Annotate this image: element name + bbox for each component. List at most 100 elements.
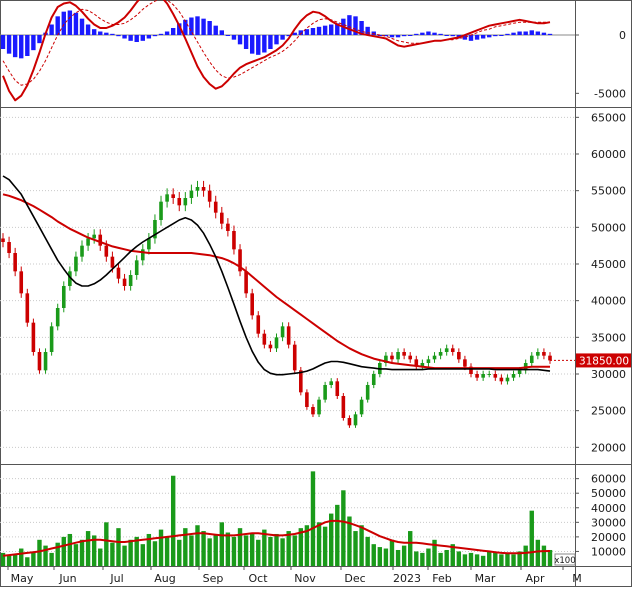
macd-histogram-bar [444, 35, 449, 36]
macd-histogram-bar [493, 35, 498, 37]
price-candle-body [414, 359, 419, 367]
x-tick-label: Aug [154, 572, 175, 585]
volume-bar [371, 544, 376, 566]
volume-bar [164, 536, 170, 566]
price-candle-body [262, 333, 267, 345]
volume-bar [237, 528, 243, 566]
volume-bar [268, 536, 273, 566]
x-tick-label: Jul [109, 572, 123, 585]
volume-bar [146, 533, 152, 566]
axis-labels: 0 -5000 65000 60000 55000 50000 45000 40000 3500… [7, 29, 626, 585]
volume-bar [219, 522, 224, 566]
volume-bar [450, 544, 455, 566]
volume-bar [91, 535, 97, 566]
macd-histogram-bar [274, 35, 279, 45]
price-candle-body [1, 238, 5, 242]
price-tick-label: 25000 [591, 405, 626, 418]
price-candle-body [487, 374, 492, 375]
volume-bar [262, 529, 267, 566]
macd-tick-label: 0 [619, 29, 626, 42]
volume-bar [298, 528, 304, 566]
macd-histogram-bar [98, 31, 103, 35]
price-candle-body [384, 355, 388, 363]
macd-histogram-bar [237, 35, 243, 45]
volume-bar [152, 541, 158, 566]
macd-histogram-bar [231, 35, 237, 40]
volume-bar [511, 554, 516, 566]
price-candle-body [481, 374, 485, 378]
macd-histogram-bar [268, 35, 273, 49]
price-candle-body [548, 355, 552, 361]
volume-bar [535, 539, 541, 566]
volume-bar [67, 533, 73, 566]
volume-bar [189, 535, 194, 566]
price-tick-label: 20000 [591, 441, 626, 454]
price-candle-body [153, 220, 157, 239]
volume-bar [280, 538, 285, 566]
volume-bar [98, 548, 103, 566]
last-price-label: 31850.00 [579, 355, 629, 367]
volume-bar [0, 552, 6, 566]
macd-histogram-bar [414, 33, 419, 35]
macd-histogram-bar [85, 24, 91, 35]
x-tick-label: Feb [432, 572, 451, 585]
price-candle-body [13, 253, 17, 272]
x-tick-label: Dec [344, 572, 365, 585]
volume-unit-label: x100 [554, 556, 575, 566]
volume-bar [408, 531, 413, 566]
volume-bar [335, 504, 340, 566]
price-candle-body [311, 407, 315, 415]
volume-bar [201, 531, 206, 566]
price-candle-body [74, 256, 78, 272]
volume-bar [158, 529, 164, 566]
volume-bar [523, 545, 528, 566]
price-candle-body [86, 238, 90, 246]
volume-bar [487, 551, 492, 566]
price-candle-body [536, 352, 540, 356]
price-candle-body [147, 238, 151, 250]
volume-bar [462, 554, 468, 566]
price-candle-body [220, 212, 224, 224]
price-candle-body [457, 352, 461, 360]
macd-histogram-bar [6, 35, 12, 54]
price-candle-body [19, 271, 24, 294]
volume-tick-label: 20000 [591, 531, 626, 544]
volume-bar [116, 528, 121, 566]
volume-bar [286, 531, 291, 566]
volume-bar [73, 544, 79, 566]
price-candle-body [43, 352, 48, 371]
price-candle-body [335, 381, 340, 396]
price-candle-body [402, 352, 406, 356]
price-candle-body [122, 278, 127, 286]
volume-bar [231, 536, 237, 566]
volume-bar [225, 532, 231, 566]
price-candle-body [511, 374, 516, 378]
price-candle-body [37, 352, 42, 371]
price-candle-body [347, 418, 352, 426]
macd-histogram-bar [110, 33, 115, 35]
volume-bar [274, 533, 279, 566]
macd-histogram-bar [462, 35, 468, 40]
macd-histogram-bar [329, 24, 334, 35]
price-candle-body [365, 385, 370, 400]
macd-histogram-bar [19, 35, 24, 59]
macd-panel [0, 0, 575, 102]
price-candle-body [159, 201, 163, 220]
price-candle-body [426, 359, 431, 363]
volume-bar [37, 539, 42, 566]
macd-histogram-bar [420, 32, 425, 35]
volume-bar [359, 525, 364, 566]
volume-bar [19, 548, 24, 566]
macd-histogram-bar [401, 35, 407, 37]
macd-histogram-bar [170, 28, 176, 35]
x-tick-label: Mar [475, 572, 496, 585]
volume-bar [383, 548, 389, 566]
volume-panel: x100 [0, 471, 576, 566]
macd-histogram-bar [152, 35, 158, 37]
price-candle-body [542, 352, 546, 356]
macd-histogram-bar [335, 23, 340, 35]
volume-bar [304, 525, 310, 566]
